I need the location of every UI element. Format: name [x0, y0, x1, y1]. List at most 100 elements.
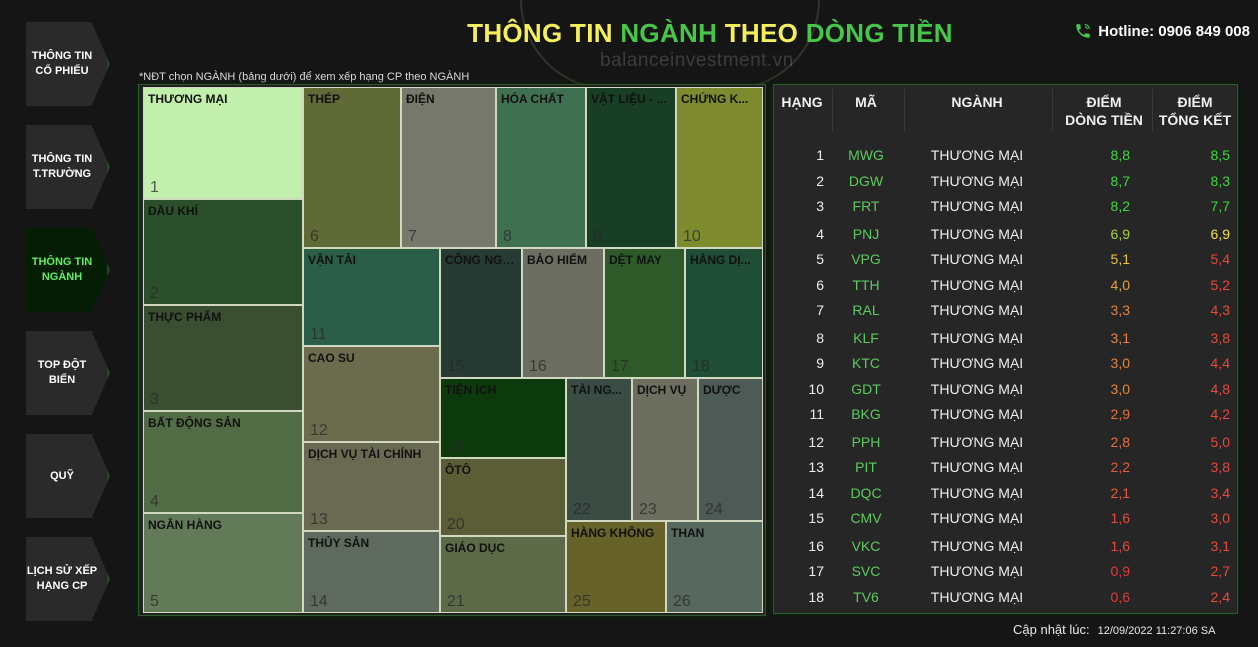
table-row[interactable]: 17 SVC THƯƠNG MẠI 0,9 2,7: [774, 559, 1237, 584]
table-row[interactable]: 7 RAL THƯƠNG MẠI 3,3 4,3: [774, 298, 1237, 323]
treemap-tile[interactable]: THÉP 6: [303, 87, 401, 248]
nav-industry-info[interactable]: THÔNG TIN NGÀNH: [26, 228, 110, 312]
header-cashflow-line2: DÒNG TIỀN: [1065, 112, 1143, 128]
treemap-tile[interactable]: ĐIỆN 7: [401, 87, 496, 248]
treemap-tile[interactable]: HÀNG DỊ... 18: [685, 248, 763, 378]
table-row[interactable]: 12 PPH THƯƠNG MẠI 2,8 5,0: [774, 430, 1237, 455]
tile-label: VẬT LIỆU - ...: [591, 92, 667, 106]
tile-rank: 13: [310, 511, 328, 528]
rank-cell: 15: [808, 510, 824, 526]
nav-ranking-history[interactable]: LỊCH SỬ XẾP HẠNG CP: [26, 537, 110, 621]
treemap-tile[interactable]: CÔNG NGHỆ 15: [440, 248, 522, 378]
sidebar: THÔNG TIN CỔ PHIẾU THÔNG TIN T.TRƯỜNG TH…: [0, 0, 120, 647]
treemap-tile[interactable]: DẦU KHÍ 2: [143, 199, 303, 305]
treemap-tile[interactable]: THỰC PHẨM 3: [143, 305, 303, 411]
tile-label: VẬN TẢI: [308, 253, 356, 267]
table-row[interactable]: 8 KLF THƯƠNG MẠI 3,1 3,8: [774, 326, 1237, 351]
cashflow-score-cell: 0,6: [1110, 589, 1130, 605]
table-row[interactable]: 13 PIT THƯƠNG MẠI 2,2 3,8: [774, 455, 1237, 480]
tile-rank: 24: [705, 501, 723, 518]
cashflow-score-cell: 2,8: [1110, 434, 1130, 450]
industry-cell: THƯƠNG MẠI: [930, 510, 1024, 526]
phone-icon: [1076, 24, 1091, 38]
treemap-tile[interactable]: BẤT ĐỘNG SẢN 4: [143, 411, 303, 513]
rank-cell: 9: [816, 355, 824, 371]
treemap-tile[interactable]: DỊCH VỤ TÀI CHÍNH 13: [303, 442, 440, 531]
treemap-tile[interactable]: VẬT LIỆU - ... 9: [586, 87, 676, 248]
table-row[interactable]: 18 TV6 THƯƠNG MẠI 0,6 2,4: [774, 585, 1237, 610]
total-score-cell: 5,2: [1210, 277, 1230, 293]
table-row[interactable]: 14 DQC THƯƠNG MẠI 2,1 3,4: [774, 481, 1237, 506]
total-score-cell: 6,9: [1210, 226, 1230, 242]
code-cell: KLF: [853, 330, 879, 346]
tile-label: CÔNG NGHỆ: [445, 253, 517, 267]
treemap-tile[interactable]: GIÁO DỤC 21: [440, 536, 566, 613]
nav-stock-info[interactable]: THÔNG TIN CỔ PHIẾU: [26, 22, 110, 106]
treemap-tile[interactable]: THỦY SẢN 14: [303, 531, 440, 613]
table-row[interactable]: 2 DGW THƯƠNG MẠI 8,7 8,3: [774, 169, 1237, 194]
table-row[interactable]: 11 BKG THƯƠNG MẠI 2,9 4,2: [774, 402, 1237, 427]
industry-cell: THƯƠNG MẠI: [930, 198, 1024, 214]
treemap-tile[interactable]: TÀI NG... 22: [566, 378, 632, 521]
cashflow-score-cell: 2,9: [1110, 406, 1130, 422]
total-score-cell: 7,7: [1210, 198, 1230, 214]
treemap-tile[interactable]: HÀNG KHÔNG 25: [566, 521, 666, 613]
tile-rank: 7: [408, 228, 417, 245]
tile-label: THÉP: [308, 92, 341, 106]
cashflow-score-cell: 3,0: [1110, 381, 1130, 397]
nav-top-breakout[interactable]: TOP ĐỘT BIẾN: [26, 331, 110, 415]
table-row[interactable]: 10 GDT THƯƠNG MẠI 3,0 4,8: [774, 377, 1237, 402]
industry-cell: THƯƠNG MẠI: [930, 563, 1024, 579]
tile-label: DẦU KHÍ: [148, 204, 198, 218]
hotline[interactable]: Hotline: 0906 849 008: [1074, 22, 1250, 40]
treemap-tile[interactable]: THAN 26: [666, 521, 763, 613]
column-divider: [1052, 89, 1053, 131]
page-title: THÔNG TIN NGÀNH THEO DÒNG TIỀN: [0, 18, 1258, 49]
treemap-tile[interactable]: DƯỢC 24: [698, 378, 763, 521]
code-cell: CMV: [850, 510, 882, 526]
table-row[interactable]: 4 PNJ THƯƠNG MẠI 6,9 6,9: [774, 222, 1237, 247]
table-row[interactable]: 1 MWG THƯƠNG MẠI 8,8 8,5: [774, 143, 1237, 168]
table-row[interactable]: 16 VKC THƯƠNG MẠI 1,6 3,1: [774, 534, 1237, 559]
tile-label: TIỆN ÍCH: [445, 383, 497, 397]
tile-rank: 2: [150, 285, 159, 302]
treemap-tile[interactable]: NGÂN HÀNG 5: [143, 513, 303, 613]
header-rank: HẠNG: [781, 94, 823, 110]
title-part: THEO: [717, 18, 806, 48]
code-cell: DGW: [848, 173, 884, 189]
table-row[interactable]: 9 KTC THƯƠNG MẠI 3,0 4,4: [774, 351, 1237, 376]
tile-rank: 21: [447, 593, 465, 610]
treemap-tile[interactable]: TIỆN ÍCH 19: [440, 378, 566, 458]
total-score-cell: 4,2: [1210, 406, 1230, 422]
rank-cell: 10: [808, 381, 824, 397]
tile-rank: 12: [310, 422, 328, 439]
table-row[interactable]: 5 VPG THƯƠNG MẠI 5,1 5,4: [774, 247, 1237, 272]
treemap-tile[interactable]: DỆT MAY 17: [604, 248, 685, 378]
table-row[interactable]: 15 CMV THƯƠNG MẠI 1,6 3,0: [774, 506, 1237, 531]
tile-rank: 3: [150, 391, 159, 408]
treemap-tile[interactable]: VẬN TẢI 11: [303, 248, 440, 346]
treemap-tile[interactable]: DỊCH VỤ 23: [632, 378, 698, 521]
treemap-tile[interactable]: HÓA CHẤT 8: [496, 87, 586, 248]
treemap-tile[interactable]: BẢO HIỂM 16: [522, 248, 604, 378]
table-row[interactable]: 6 TTH THƯƠNG MẠI 4,0 5,2: [774, 273, 1237, 298]
tile-label: DỊCH VỤ: [637, 383, 687, 397]
treemap-tile[interactable]: THƯƠNG MẠI 1: [143, 87, 303, 199]
cashflow-score-cell: 2,1: [1110, 485, 1130, 501]
nav-funds[interactable]: QUỸ: [26, 434, 110, 518]
table-row[interactable]: 3 FRT THƯƠNG MẠI 8,2 7,7: [774, 194, 1237, 219]
rank-cell: 11: [809, 406, 824, 422]
header-cashflow: ĐIỂM DÒNG TIỀN: [1056, 93, 1152, 129]
tile-label: DỊCH VỤ TÀI CHÍNH: [308, 447, 422, 461]
cashflow-score-cell: 3,1: [1110, 330, 1130, 346]
cashflow-score-cell: 5,1: [1110, 251, 1130, 267]
nav-market-info[interactable]: THÔNG TIN T.TRƯỜNG: [26, 125, 110, 209]
code-cell: KTC: [852, 355, 880, 371]
tile-rank: 15: [447, 358, 465, 375]
treemap-tile[interactable]: CHỨNG K... 10: [676, 87, 763, 248]
treemap-tile[interactable]: ÔTÔ 20: [440, 458, 566, 536]
total-score-cell: 4,8: [1210, 381, 1230, 397]
rank-cell: 3: [816, 198, 824, 214]
code-cell: SVC: [851, 563, 881, 579]
treemap-tile[interactable]: CAO SU 12: [303, 346, 440, 442]
